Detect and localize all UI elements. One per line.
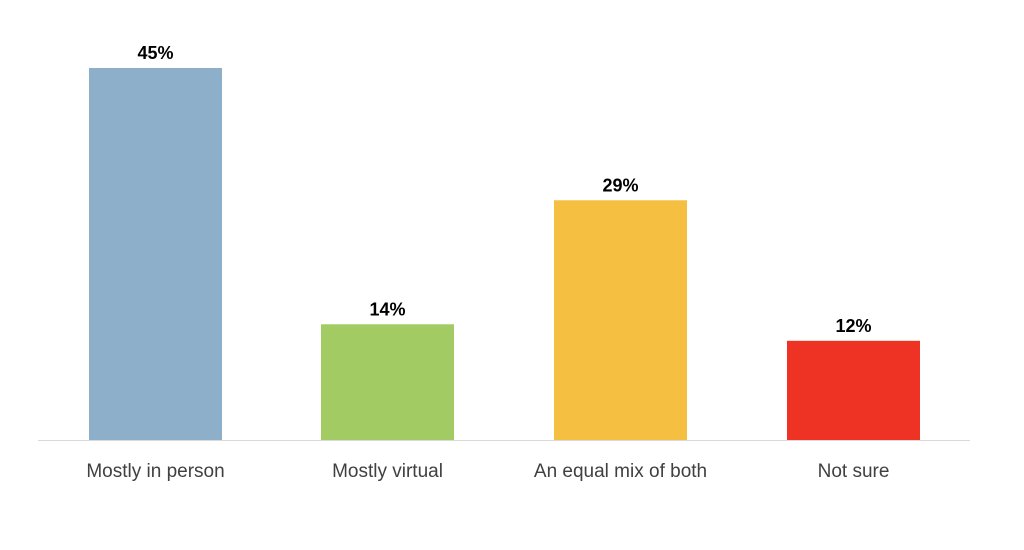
category-label-not-sure: Not sure: [818, 461, 890, 482]
category-label-an-equal-mix-of-both: An equal mix of both: [534, 461, 707, 482]
value-label-an-equal-mix-of-both: 29%: [602, 175, 638, 195]
value-label-not-sure: 12%: [835, 316, 871, 336]
value-label-mostly-virtual: 14%: [369, 299, 405, 319]
value-labels-group: 45% 14% 29% 12%: [137, 43, 871, 336]
category-label-mostly-virtual: Mostly virtual: [332, 461, 443, 482]
bar-mostly-virtual: [321, 324, 454, 440]
value-label-mostly-in-person: 45%: [137, 43, 173, 63]
bar-mostly-in-person: [89, 68, 222, 440]
bar-an-equal-mix-of-both: [554, 200, 687, 440]
category-labels-group: Mostly in person Mostly virtual An equal m…: [86, 461, 889, 482]
category-label-mostly-in-person: Mostly in person: [86, 461, 224, 482]
bars-group: [89, 68, 920, 440]
bar-not-sure: [787, 340, 920, 440]
